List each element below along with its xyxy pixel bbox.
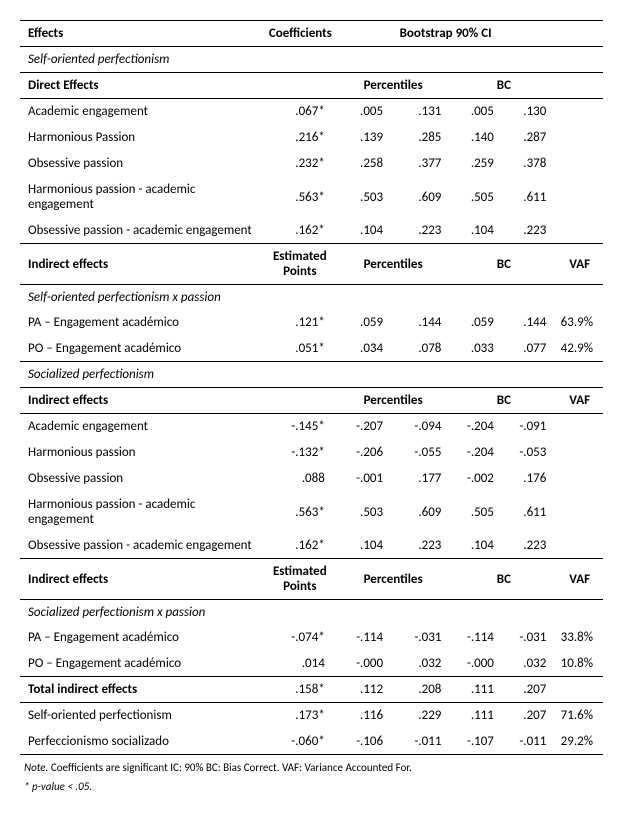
lbl-indirect: Indirect effects bbox=[20, 244, 265, 285]
hdr-blank bbox=[556, 21, 603, 47]
lbl-percentiles: Percentiles bbox=[335, 73, 452, 99]
table-row: Academic engagement.067*.005.131.005.130 bbox=[20, 99, 603, 125]
lbl-direct: Direct Effects bbox=[20, 73, 265, 99]
table-row: Obsessive passion - academic engagement.… bbox=[20, 533, 603, 559]
table-row: Harmonious passion - academic engagement… bbox=[20, 492, 603, 533]
table-header-row: Effects Coefficients Bootstrap 90% CI bbox=[20, 21, 603, 47]
subheader-indirect-2: Indirect effects Percentiles BC VAF bbox=[20, 388, 603, 414]
section-label: Self-oriented perfectionism bbox=[20, 47, 603, 73]
subheader-direct: Direct Effects Percentiles BC bbox=[20, 73, 603, 99]
hdr-coefficients: Coefficients bbox=[265, 21, 335, 47]
row-total: Total indirect effects.158*.112.208.111.… bbox=[20, 677, 603, 703]
subheader-indirect-1: Indirect effects Estimated Points Percen… bbox=[20, 244, 603, 285]
effects-table: Effects Coefficients Bootstrap 90% CI Se… bbox=[20, 20, 603, 755]
subheader-indirect-3: Indirect effects Estimated Points Percen… bbox=[20, 559, 603, 600]
table-row: PO – Engagement académico.051*.034.078.0… bbox=[20, 336, 603, 362]
hdr-bootstrap: Bootstrap 90% CI bbox=[335, 21, 557, 47]
note-text: Coefficients are significant IC: 90% BC:… bbox=[48, 761, 411, 774]
lbl-vaf: VAF bbox=[556, 244, 603, 285]
section-socp-x: Socialized perfectionism x passion bbox=[20, 600, 603, 626]
table-row: Academic engagement-.145*-.207-.094-.204… bbox=[20, 414, 603, 440]
table-row: Harmonious passion - academic engagement… bbox=[20, 177, 603, 218]
table-row: PA – Engagement académico.121*.059.144.0… bbox=[20, 310, 603, 336]
table-note-2: * p-value < .05. bbox=[20, 780, 603, 793]
table-row: Obsessive passion - academic engagement.… bbox=[20, 218, 603, 244]
section-sop: Self-oriented perfectionism bbox=[20, 47, 603, 73]
table-row: Harmonious Passion.216*.139.285.140.287 bbox=[20, 125, 603, 151]
table-row: Perfeccionismo socializado-.060*-.106-.0… bbox=[20, 729, 603, 755]
table-note-1: Note. Coefficients are significant IC: 9… bbox=[20, 761, 603, 774]
lbl-percentiles: Percentiles bbox=[335, 244, 452, 285]
lbl-bc: BC bbox=[451, 73, 556, 99]
table-row: PO – Engagement académico.014-.000.032-.… bbox=[20, 651, 603, 677]
table-row: Obsessive passion.088-.001.177-.002.176 bbox=[20, 466, 603, 492]
table-row: Harmonious passion-.132*-.206-.055-.204-… bbox=[20, 440, 603, 466]
hdr-effects: Effects bbox=[20, 21, 265, 47]
section-sop-x: Self-oriented perfectionism x passion bbox=[20, 285, 603, 311]
table-row: Obsessive passion.232*.258.377.259.378 bbox=[20, 151, 603, 177]
lbl-estpoints: Estimated Points bbox=[265, 244, 335, 285]
lbl-bc: BC bbox=[451, 244, 556, 285]
section-socp: Socialized perfectionism bbox=[20, 362, 603, 388]
table-row: PA – Engagement académico-.074*-.114-.03… bbox=[20, 625, 603, 651]
note-label: Note. bbox=[24, 761, 48, 774]
table-row: Self-oriented perfectionism.173*.116.229… bbox=[20, 703, 603, 729]
